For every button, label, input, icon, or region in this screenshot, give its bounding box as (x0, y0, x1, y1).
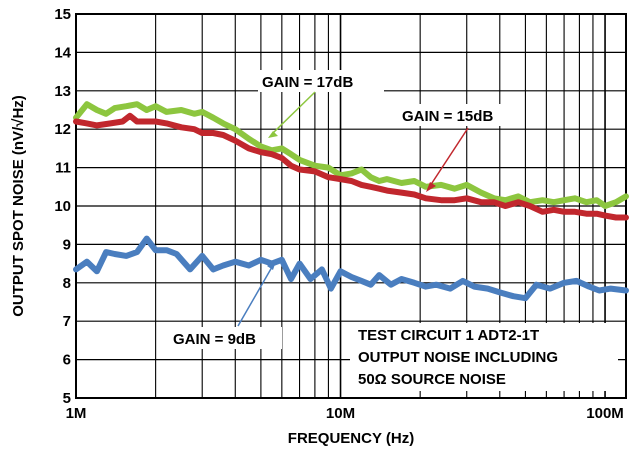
y-tick-label: 8 (63, 275, 71, 292)
test-circuit-bg (350, 323, 618, 391)
test-circuit-line1: TEST CIRCUIT 1 ADT2-1T (358, 327, 539, 344)
gain15-arrow (429, 127, 469, 187)
y-tick-label: 6 (63, 352, 71, 369)
y-tick-label: 12 (54, 121, 71, 138)
plot-frame (75, 13, 627, 399)
gain9-arrowhead (267, 261, 276, 270)
y-tick-label: 13 (54, 83, 71, 100)
y-tick-label: 11 (55, 160, 71, 177)
gain9-label-bg (169, 327, 282, 349)
x-tick-labels: 1M 10M 100M (66, 405, 624, 422)
y-axis-label: OUTPUT SPOT NOISE (nV/√Hz) (10, 95, 27, 317)
series-line-gain-17db (73, 101, 629, 209)
x-tick-label: 1M (66, 405, 87, 422)
gain9-arrow (237, 266, 273, 327)
x-tick-label: 10M (326, 405, 355, 422)
y-tick-label: 10 (54, 198, 71, 215)
gain15-label: GAIN = 15dB (402, 108, 493, 125)
series-group (73, 101, 629, 302)
x-axis-label: FREQUENCY (Hz) (288, 430, 414, 447)
series-line-gain-9db (73, 235, 629, 302)
gain9-label: GAIN = 9dB (173, 331, 256, 348)
gain17-label: GAIN = 17dB (262, 74, 353, 91)
y-tick-label: 5 (63, 390, 71, 407)
y-tick-label: 14 (54, 44, 71, 61)
gain15-label-bg (398, 104, 524, 126)
series-line-gain-15db (73, 112, 629, 221)
gain17-arrowhead (268, 131, 278, 138)
y-tick-label: 7 (63, 313, 71, 330)
gain17-label-bg (258, 70, 384, 92)
y-tick-labels: 5 6 7 8 9 10 11 12 13 14 15 (54, 6, 71, 407)
y-tick-label: 15 (54, 6, 71, 23)
gain15-arrowhead (426, 182, 436, 192)
y-tick-label: 9 (63, 236, 71, 253)
x-tick-label: 100M (586, 405, 624, 422)
test-circuit-line3: 50Ω SOURCE NOISE (358, 371, 506, 388)
test-circuit-line2: OUTPUT NOISE INCLUDING (358, 349, 558, 366)
gain17-arrow (272, 91, 316, 134)
